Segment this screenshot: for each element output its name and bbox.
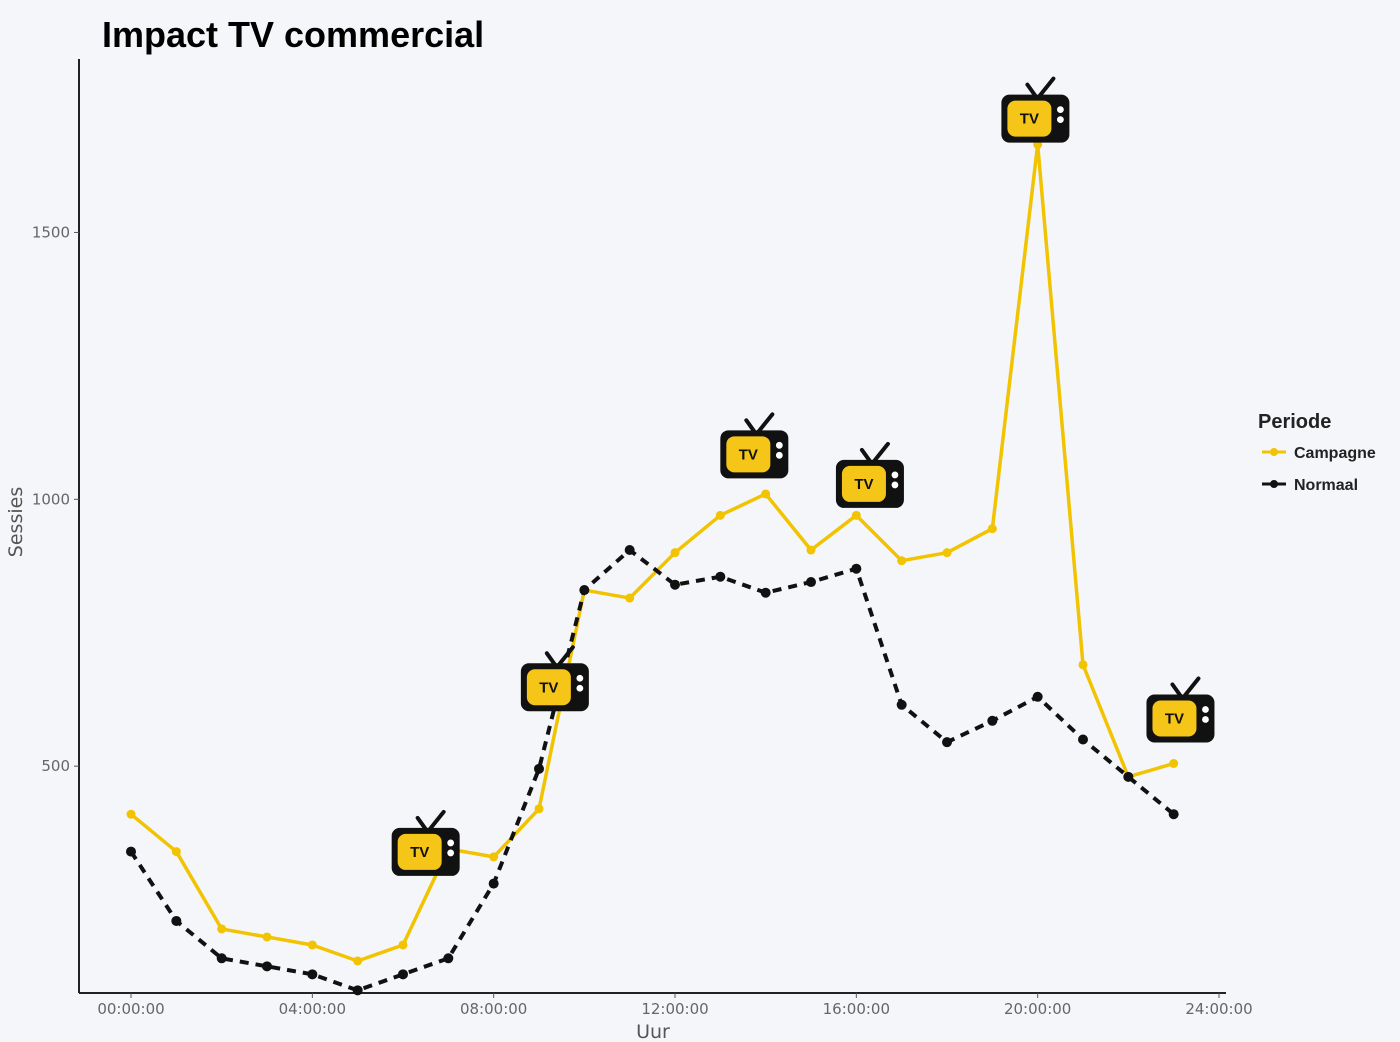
data-point: [534, 763, 544, 774]
data-point: [217, 924, 227, 934]
legend-item-normaal: Normaal: [1262, 477, 1358, 494]
legend-swatch-point: [1270, 480, 1278, 488]
data-point: [126, 809, 136, 819]
data-point: [942, 548, 952, 558]
tv-icon-label: TV: [1165, 711, 1184, 728]
data-point: [1078, 660, 1088, 670]
y-axis-title: Sessies: [5, 487, 27, 557]
data-point: [624, 545, 635, 556]
data-point: [760, 587, 771, 598]
data-point: [353, 956, 363, 966]
data-point: [670, 548, 680, 558]
data-point: [761, 489, 771, 499]
legend: Periode Campagne Normaal: [1258, 411, 1376, 494]
x-tick-label: 00:00:00: [97, 1000, 164, 1018]
data-point: [806, 577, 816, 588]
x-tick-label: 20:00:00: [1004, 1000, 1071, 1018]
data-point: [534, 804, 544, 814]
tv-icon: TV: [720, 412, 789, 479]
tv-icon-label: TV: [539, 679, 558, 696]
data-point: [352, 985, 363, 996]
data-point: [670, 579, 680, 590]
data-point: [851, 510, 861, 520]
x-tick-label: 16:00:00: [823, 1000, 890, 1018]
tv-icon: TV: [520, 645, 589, 712]
series-layer: [126, 139, 1179, 996]
x-tick-label: 12:00:00: [641, 1000, 708, 1018]
data-point: [715, 571, 726, 582]
tv-icon-label: TV: [1020, 111, 1039, 128]
data-point: [579, 585, 590, 596]
data-point: [398, 940, 408, 950]
x-axis-title: Uur: [636, 1021, 670, 1042]
x-axis-ticks: 00:00:00 04:00:00 08:00:00 12:00:00 16:00:00…: [97, 993, 1253, 1018]
y-tick-label: 500: [41, 757, 70, 775]
data-point: [443, 953, 454, 964]
data-point: [171, 847, 181, 857]
tv-icon-label: TV: [410, 844, 429, 861]
y-tick-label: 1000: [32, 490, 70, 508]
chart-title: Impact TV commercial: [102, 14, 485, 55]
data-point: [987, 715, 998, 726]
tv-icon: TV: [391, 809, 460, 876]
data-point: [896, 699, 907, 710]
legend-item-campagne: Campagne: [1262, 445, 1376, 462]
x-tick-label: 24:00:00: [1185, 1000, 1252, 1018]
tv-annotations: TV TV TV TV TV TV: [391, 76, 1215, 876]
legend-title: Periode: [1258, 411, 1331, 433]
data-point: [171, 915, 182, 926]
y-tick-label: 1500: [32, 223, 70, 241]
series-line-normaal: [129, 548, 1175, 993]
data-point: [897, 556, 907, 566]
axes: Uur Sessies: [5, 59, 1226, 1042]
data-point: [806, 545, 816, 555]
data-point: [1169, 759, 1179, 769]
x-tick-label: 04:00:00: [279, 1000, 346, 1018]
legend-swatch-point: [1270, 448, 1278, 456]
y-axis-ticks: 500 1000 1500: [32, 223, 79, 775]
data-point: [1168, 809, 1179, 820]
data-point: [307, 969, 318, 980]
series-line-campagne: [129, 142, 1175, 963]
data-point: [625, 593, 635, 603]
tv-icon-label: TV: [854, 476, 873, 493]
data-point: [216, 953, 227, 964]
tv-icon: TV: [1001, 76, 1070, 143]
data-point: [1032, 691, 1043, 702]
data-point: [489, 852, 499, 862]
data-point: [262, 961, 272, 972]
data-point: [987, 524, 997, 534]
data-point: [1078, 734, 1088, 745]
tv-icon-label: TV: [739, 446, 758, 463]
series-campagne: [126, 139, 1179, 966]
data-point: [851, 563, 862, 574]
data-point: [398, 969, 408, 980]
data-point: [307, 940, 317, 950]
data-point: [262, 932, 272, 942]
data-point: [1123, 771, 1134, 782]
data-point: [126, 846, 136, 857]
legend-label: Normaal: [1294, 477, 1358, 494]
data-point: [715, 510, 725, 520]
legend-label: Campagne: [1294, 445, 1376, 462]
tv-icon: TV: [835, 441, 904, 508]
x-tick-label: 08:00:00: [460, 1000, 527, 1018]
series-normaal: [126, 545, 1179, 996]
data-point: [488, 878, 499, 889]
data-point: [942, 737, 952, 748]
tv-icon: TV: [1146, 676, 1215, 743]
